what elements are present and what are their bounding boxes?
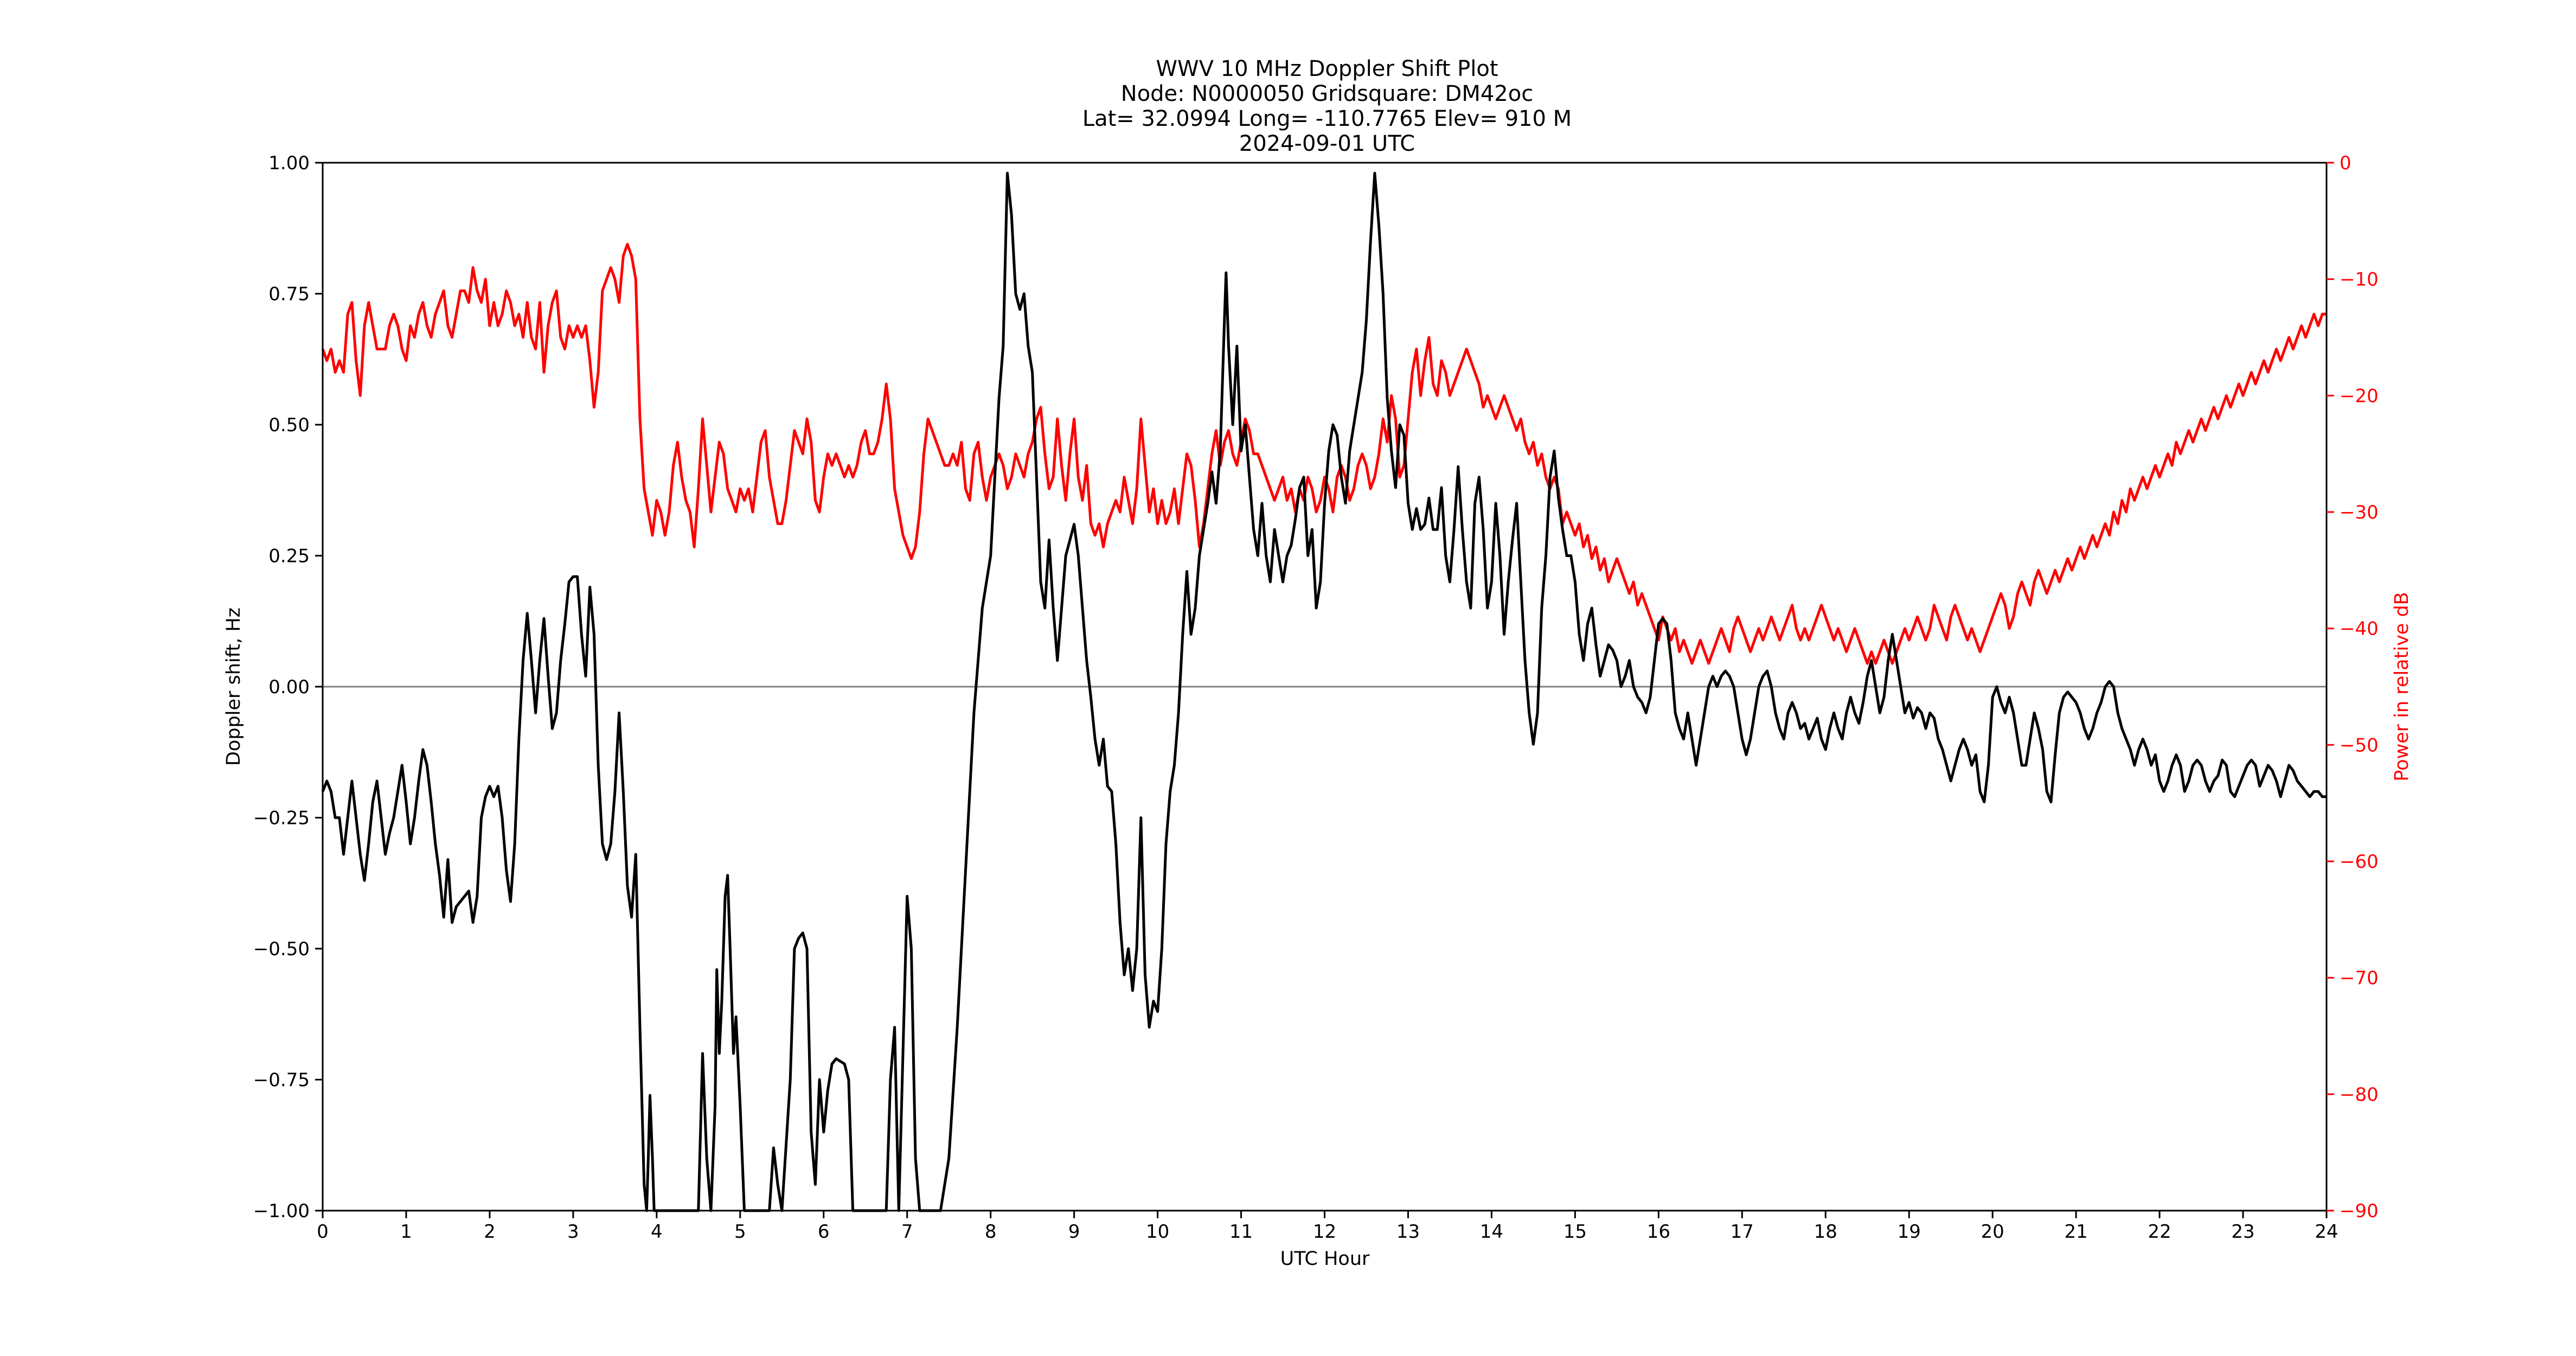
chart-title: WWV 10 MHz Doppler Shift Plot Node: N000… <box>1082 56 1572 156</box>
y-left-tick-label: 0.50 <box>268 414 310 436</box>
y-right-tick-label: −50 <box>2340 734 2379 756</box>
y-right-tick-label: −80 <box>2340 1084 2379 1105</box>
title-line-4: 2024-09-01 UTC <box>1239 131 1415 156</box>
x-tick-label: 8 <box>985 1221 997 1243</box>
x-tick-label: 22 <box>2148 1221 2171 1243</box>
y-left-tick-label: 0.00 <box>268 676 310 698</box>
x-tick-label: 2 <box>484 1221 496 1243</box>
y-right-tick-label: −20 <box>2340 385 2379 407</box>
y-left-tick-label: 0.25 <box>268 546 310 567</box>
y-left-tick-label: −1.00 <box>253 1200 310 1222</box>
y-left-tick-label: −0.50 <box>253 938 310 960</box>
x-tick-label: 24 <box>2315 1221 2338 1243</box>
x-tick-label: 14 <box>1480 1221 1503 1243</box>
y-right-tick-label: −70 <box>2340 968 2379 989</box>
y-axis-right-ticks: −90 −80 −70 −60 −50 −40 −30 −20 −10 0 <box>2327 152 2379 1222</box>
y-axis-left-label: Doppler shift, Hz <box>223 607 245 766</box>
x-tick-label: 11 <box>1229 1221 1253 1243</box>
y-left-tick-label: 0.75 <box>268 284 310 305</box>
x-tick-label: 23 <box>2231 1221 2254 1243</box>
x-tick-label: 5 <box>734 1221 746 1243</box>
x-tick-label: 20 <box>1981 1221 2004 1243</box>
title-line-2: Node: N0000050 Gridsquare: DM42oc <box>1121 81 1533 106</box>
x-tick-label: 21 <box>2064 1221 2087 1243</box>
x-tick-label: 1 <box>400 1221 412 1243</box>
x-tick-label: 9 <box>1068 1221 1080 1243</box>
y-left-tick-label: −0.75 <box>253 1070 310 1091</box>
y-axis-left-ticks: −1.00 −0.75 −0.50 −0.25 0.00 0.25 0.50 0.75 1.00 <box>253 152 323 1222</box>
y-axis-right-label: Power in relative dB <box>2391 592 2413 781</box>
doppler-series <box>321 171 2327 1212</box>
x-tick-label: 0 <box>317 1221 329 1243</box>
y-right-tick-label: 0 <box>2340 152 2351 174</box>
x-tick-label: 19 <box>1898 1221 1921 1243</box>
x-axis-ticks: 0 1 2 3 4 5 6 7 8 9 10 11 12 13 14 15 16 17 18 19 20 21 22 23 24 <box>317 1211 2338 1243</box>
title-line-1: WWV 10 MHz Doppler Shift Plot <box>1156 56 1498 81</box>
x-tick-label: 3 <box>567 1221 579 1243</box>
x-tick-label: 12 <box>1313 1221 1336 1243</box>
x-tick-label: 15 <box>1563 1221 1587 1243</box>
power-series <box>321 242 2327 665</box>
y-right-tick-label: −60 <box>2340 851 2379 873</box>
x-axis-label: UTC Hour <box>1280 1248 1370 1270</box>
x-tick-label: 18 <box>1814 1221 1837 1243</box>
doppler-series-line <box>321 171 2327 1212</box>
x-tick-label: 13 <box>1396 1221 1420 1243</box>
x-tick-label: 10 <box>1146 1221 1169 1243</box>
title-line-3: Lat= 32.0994 Long= -110.7765 Elev= 910 M <box>1082 106 1572 131</box>
y-left-tick-label: 1.00 <box>268 152 310 174</box>
y-right-tick-label: −90 <box>2340 1200 2379 1222</box>
power-series-line <box>321 242 2327 665</box>
x-tick-label: 7 <box>901 1221 913 1243</box>
y-right-tick-label: −40 <box>2340 618 2379 640</box>
y-left-tick-label: −0.25 <box>253 808 310 829</box>
x-tick-label: 6 <box>818 1221 830 1243</box>
y-right-tick-label: −10 <box>2340 269 2379 291</box>
x-tick-label: 17 <box>1731 1221 1754 1243</box>
x-tick-label: 16 <box>1647 1221 1670 1243</box>
y-right-tick-label: −30 <box>2340 502 2379 523</box>
x-tick-label: 4 <box>651 1221 663 1243</box>
